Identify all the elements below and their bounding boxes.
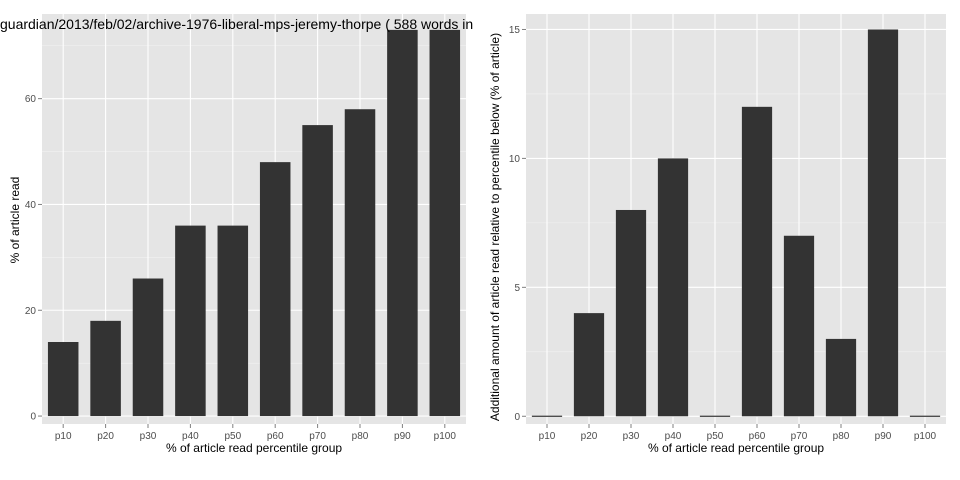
y-axis-title: % of article read: [8, 177, 22, 264]
bar-p60: [259, 162, 291, 417]
bar-p70: [302, 125, 333, 417]
bar-p10: [531, 415, 563, 417]
chart-title: guardian/2013/feb/02/archive-1976-libera…: [0, 16, 473, 32]
x-tick-label: p100: [434, 431, 457, 442]
x-tick-label: p10: [55, 431, 72, 442]
x-tick-label: p30: [623, 431, 640, 442]
x-tick-label: p80: [352, 431, 369, 442]
y-tick-label: 0: [30, 412, 36, 423]
bar-p100: [429, 29, 461, 417]
x-tick-label: p100: [914, 431, 937, 442]
bar-p50: [699, 415, 731, 417]
x-tick-label: p60: [749, 431, 766, 442]
x-tick-label: p10: [539, 431, 556, 442]
x-tick-label: p50: [707, 431, 724, 442]
bar-p30: [132, 278, 164, 417]
bar-p40: [657, 158, 689, 417]
x-tick-label: p70: [791, 431, 808, 442]
y-tick-label: 0: [514, 412, 520, 423]
bar-p10: [47, 342, 79, 417]
bar-p90: [867, 29, 899, 417]
bar-p90: [387, 29, 418, 417]
bar-p40: [175, 225, 206, 417]
x-tick-label: p60: [267, 431, 284, 442]
bar-p20: [90, 320, 121, 417]
x-tick-label: p20: [581, 431, 598, 442]
y-tick-label: 10: [509, 154, 521, 165]
bar-chart-1: 0 20 40 60 p10 p20 p30 p40 p50 p60 p70 p80 p90 p100 % …: [8, 14, 466, 455]
bar-p20: [573, 313, 605, 417]
bar-p60: [741, 106, 773, 417]
y-tick-label: 60: [25, 94, 37, 105]
x-tick-label: p80: [833, 431, 850, 442]
bar-p80: [344, 109, 376, 417]
bar-p80: [825, 338, 857, 417]
x-tick-label: p40: [665, 431, 682, 442]
y-tick-label: 40: [25, 200, 37, 211]
bar-p70: [783, 235, 815, 417]
x-tick-label: p50: [224, 431, 241, 442]
bar-p30: [615, 209, 647, 417]
bar-chart-2: 0 5 10 15 p10 p20 p30 p40 p50 p60 p70 p80 p90 p100 % o…: [488, 14, 946, 455]
x-axis-title: % of article read percentile group: [166, 441, 342, 455]
x-tick-label: p70: [309, 431, 326, 442]
bar-p100: [909, 415, 941, 417]
y-tick-label: 15: [509, 25, 521, 36]
x-tick-label: p20: [97, 431, 114, 442]
y-tick-label: 20: [25, 306, 37, 317]
x-tick-label: p90: [875, 431, 892, 442]
y-axis-title: Additional amount of article read relati…: [488, 33, 502, 421]
x-tick-label: p40: [182, 431, 199, 442]
bar-p50: [217, 225, 249, 417]
x-tick-label: p30: [140, 431, 157, 442]
x-axis-title: % of article read percentile group: [648, 441, 824, 455]
x-tick-label: p90: [394, 431, 411, 442]
y-tick-label: 5: [514, 283, 520, 294]
